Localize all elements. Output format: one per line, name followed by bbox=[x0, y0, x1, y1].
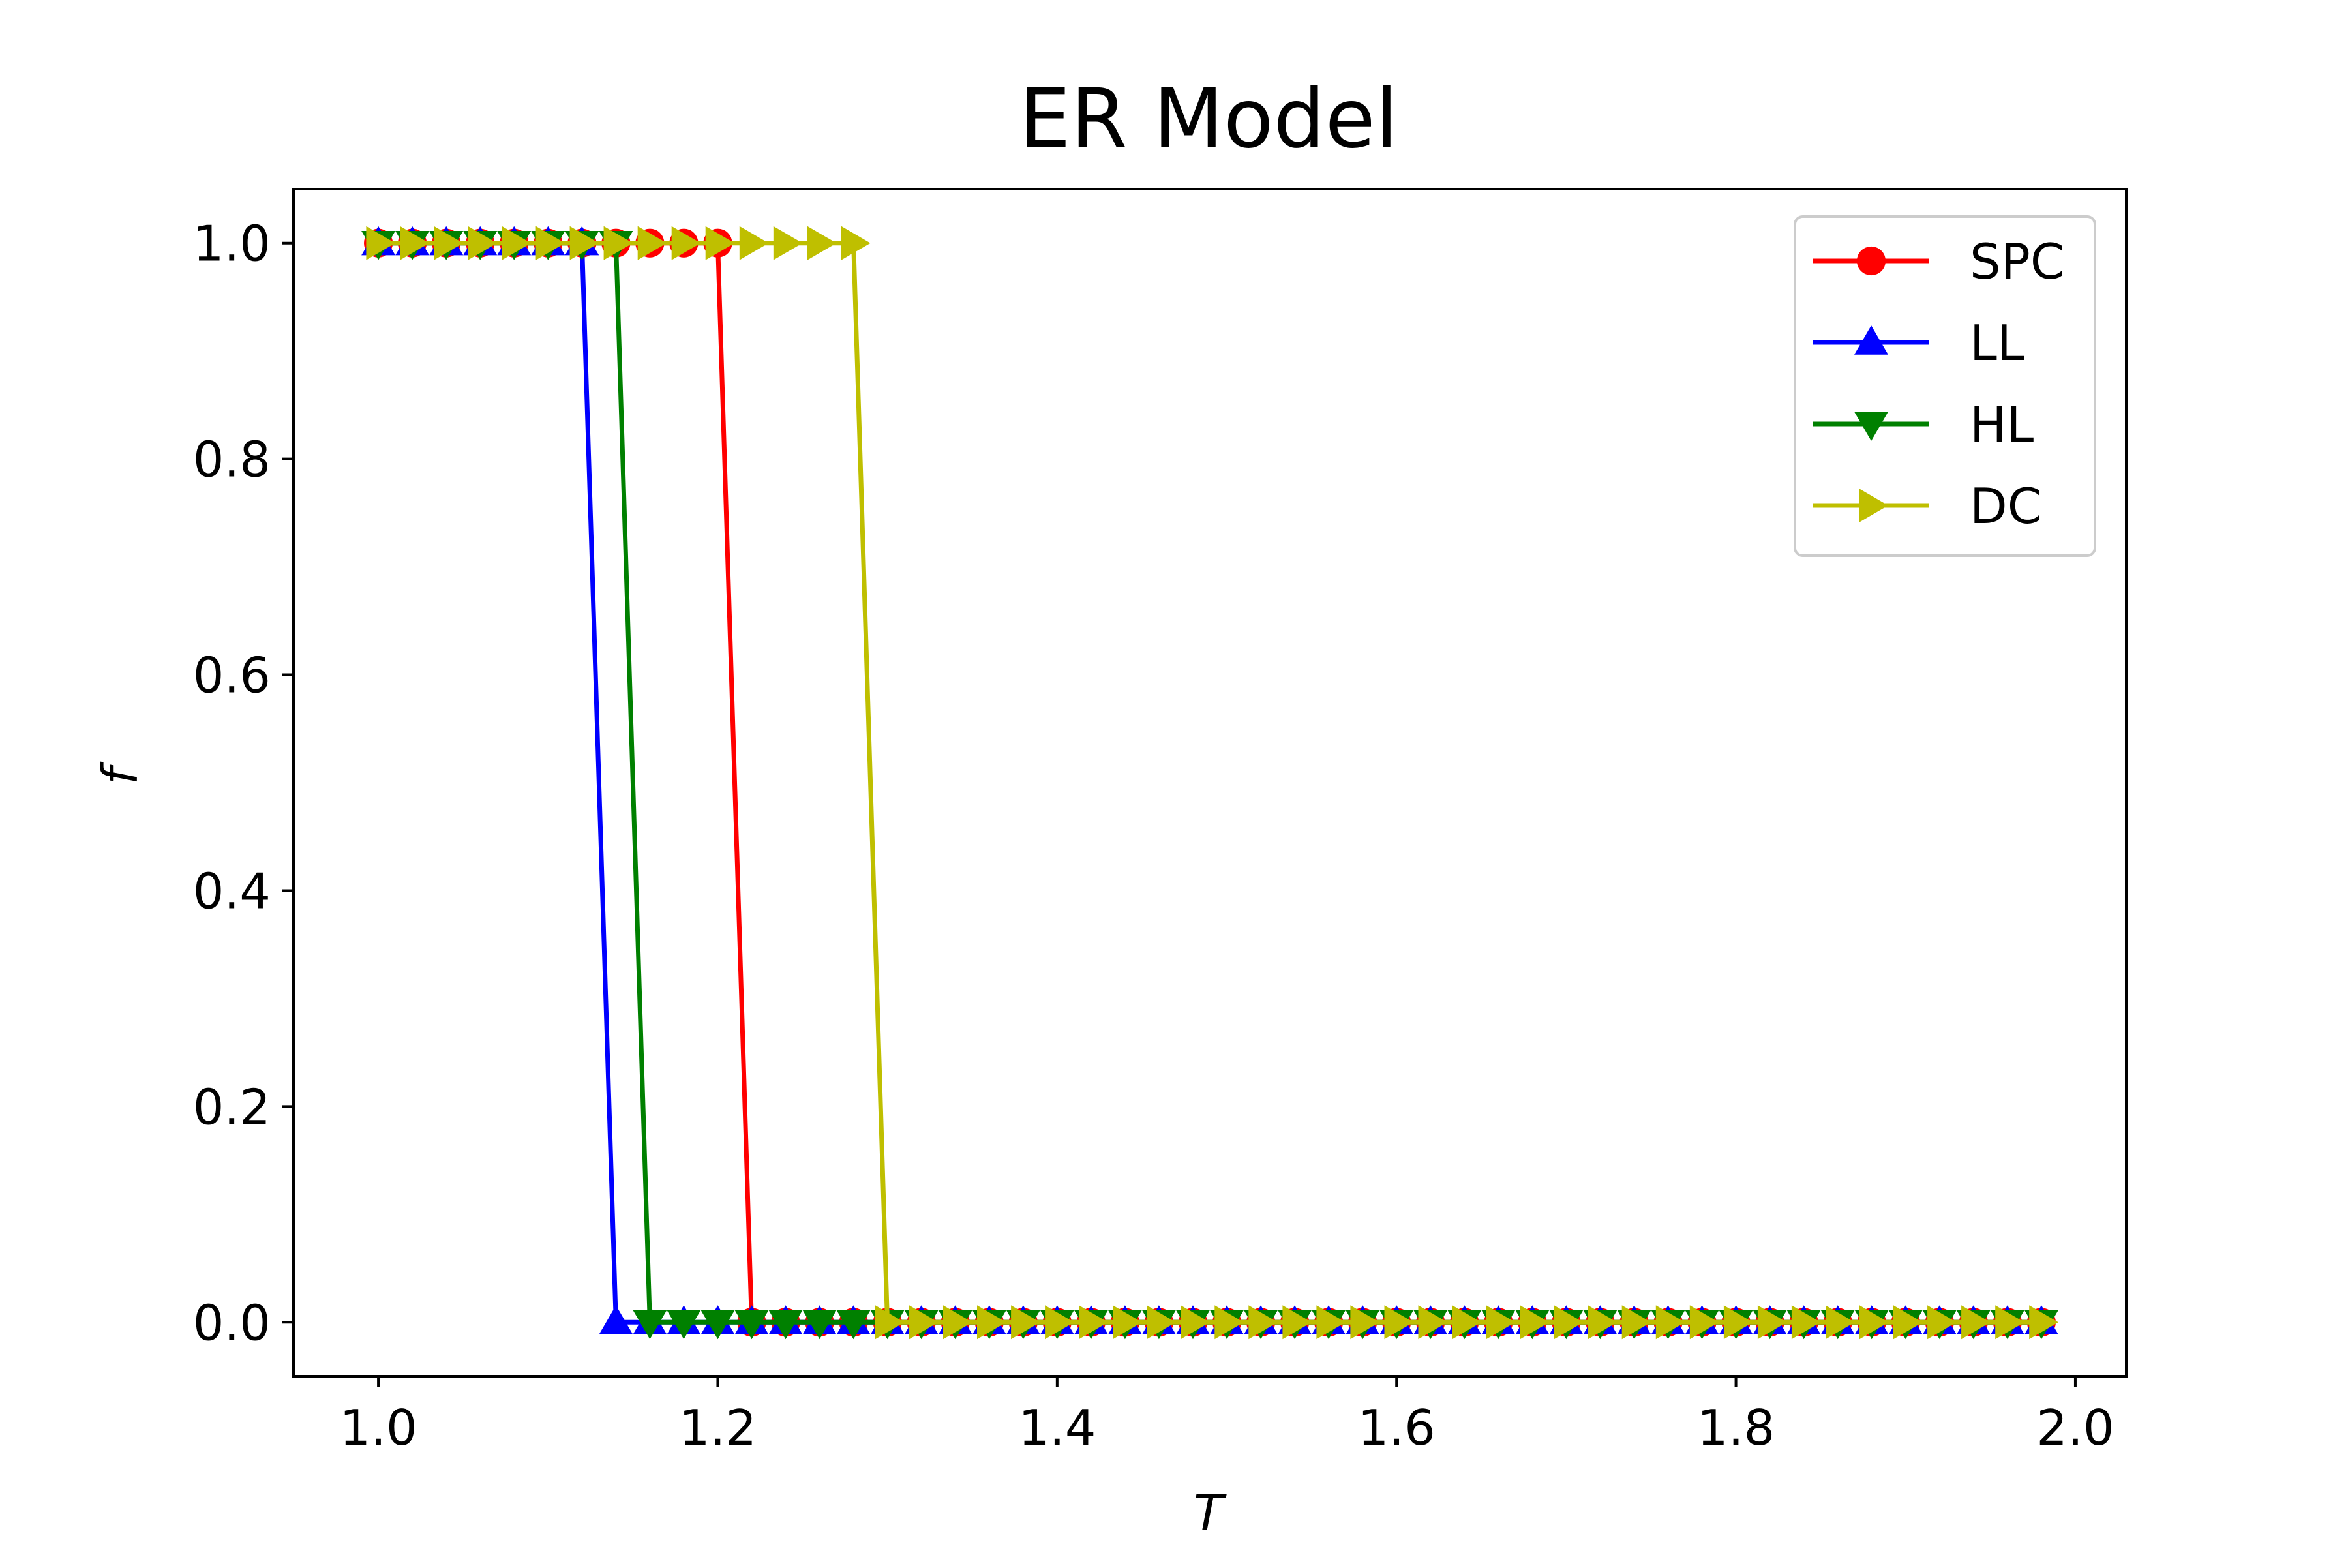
legend-label-hl: HL bbox=[1970, 396, 2034, 453]
data-point-dc bbox=[535, 226, 565, 260]
data-point-dc bbox=[1113, 1305, 1142, 1340]
data-point-dc bbox=[943, 1305, 972, 1340]
legend-label-ll: LL bbox=[1970, 314, 2024, 372]
data-point-dc bbox=[1248, 1305, 1278, 1340]
y-tick-label: 0.4 bbox=[193, 862, 271, 920]
data-point-dc bbox=[1689, 1305, 1719, 1340]
data-point-hl bbox=[802, 1310, 837, 1340]
data-point-dc bbox=[434, 226, 464, 260]
data-point-dc bbox=[739, 226, 769, 260]
data-point-dc bbox=[1316, 1305, 1346, 1340]
data-point-dc bbox=[366, 226, 396, 260]
data-point-dc bbox=[1588, 1305, 1618, 1340]
data-point-dc bbox=[1147, 1305, 1176, 1340]
data-point-dc bbox=[1621, 1305, 1651, 1340]
x-tick-label: 1.6 bbox=[1358, 1399, 1436, 1456]
chart-title: ER Model bbox=[1019, 72, 1398, 166]
data-point-dc bbox=[1282, 1305, 1312, 1340]
data-point-dc bbox=[1927, 1305, 1957, 1340]
legend-marker-ll bbox=[1854, 325, 1888, 355]
plot-frame bbox=[292, 188, 2128, 1378]
data-point-dc bbox=[1214, 1305, 1244, 1340]
data-point-dc bbox=[909, 1305, 939, 1340]
data-point-dc bbox=[841, 226, 871, 260]
legend-item-hl: HL bbox=[1813, 396, 2034, 453]
legend-marker-hl bbox=[1854, 412, 1888, 441]
x-tick-label: 1.8 bbox=[1697, 1399, 1775, 1456]
data-point-ll bbox=[599, 1305, 633, 1334]
x-tick-label: 2.0 bbox=[2036, 1399, 2114, 1456]
legend-item-ll: LL bbox=[1813, 314, 2024, 372]
data-point-dc bbox=[1045, 1305, 1074, 1340]
legend-item-dc: DC bbox=[1813, 477, 2041, 535]
data-point-dc bbox=[468, 226, 498, 260]
y-tick-label: 0.2 bbox=[193, 1078, 271, 1136]
data-point-dc bbox=[977, 1305, 1006, 1340]
data-point-dc bbox=[1350, 1305, 1380, 1340]
data-point-dc bbox=[400, 226, 430, 260]
data-point-dc bbox=[1655, 1305, 1685, 1340]
data-point-dc bbox=[1995, 1305, 2024, 1340]
data-point-hl bbox=[633, 1310, 667, 1340]
data-point-dc bbox=[1554, 1305, 1584, 1340]
data-point-hl bbox=[836, 1310, 871, 1340]
data-point-hl bbox=[768, 1310, 803, 1340]
y-tick-label: 0.8 bbox=[193, 431, 271, 489]
data-point-dc bbox=[1418, 1305, 1448, 1340]
plot-layer bbox=[361, 226, 2058, 1340]
legend-marker-dc bbox=[1859, 489, 1888, 522]
legend-marker-spc bbox=[1856, 246, 1886, 276]
data-point-dc bbox=[1011, 1305, 1040, 1340]
data-point-dc bbox=[603, 226, 633, 260]
legend-label-spc: SPC bbox=[1970, 233, 2064, 290]
data-point-hl bbox=[667, 1310, 701, 1340]
data-point-dc bbox=[1791, 1305, 1821, 1340]
y-tick-label: 0.6 bbox=[193, 647, 271, 704]
x-axis-label: T bbox=[1194, 1484, 1227, 1541]
data-point-dc bbox=[1079, 1305, 1108, 1340]
data-point-dc bbox=[1757, 1305, 1787, 1340]
data-point-dc bbox=[1181, 1305, 1210, 1340]
data-point-dc bbox=[1384, 1305, 1414, 1340]
legend: SPC LL HL DC bbox=[1794, 215, 2096, 557]
data-point-dc bbox=[1826, 1305, 1855, 1340]
data-point-dc bbox=[773, 226, 803, 260]
data-point-dc bbox=[1723, 1305, 1753, 1340]
y-tick-label: 1.0 bbox=[193, 215, 271, 273]
data-point-dc bbox=[1893, 1305, 1923, 1340]
data-point-dc bbox=[807, 226, 837, 260]
data-point-hl bbox=[734, 1310, 769, 1340]
data-point-dc bbox=[502, 226, 532, 260]
data-point-hl bbox=[700, 1310, 735, 1340]
data-point-dc bbox=[1859, 1305, 1889, 1340]
y-tick-label: 0.0 bbox=[193, 1294, 271, 1351]
data-point-dc bbox=[671, 226, 701, 260]
x-tick-label: 1.4 bbox=[1018, 1399, 1096, 1456]
series-dc bbox=[366, 226, 2058, 1340]
data-point-dc bbox=[637, 226, 667, 260]
data-point-dc bbox=[1452, 1305, 1482, 1340]
data-point-dc bbox=[705, 226, 735, 260]
data-point-dc bbox=[1961, 1305, 1991, 1340]
legend-item-spc: SPC bbox=[1813, 233, 2064, 290]
data-point-dc bbox=[1520, 1305, 1550, 1340]
legend-label-dc: DC bbox=[1970, 477, 2041, 535]
data-point-dc bbox=[2029, 1305, 2058, 1340]
data-point-dc bbox=[569, 226, 599, 260]
x-tick-label: 1.2 bbox=[679, 1399, 757, 1456]
data-point-dc bbox=[875, 1305, 905, 1340]
x-tick-label: 1.0 bbox=[339, 1399, 417, 1456]
data-point-dc bbox=[1486, 1305, 1516, 1340]
axis-layer: 1.0 1.2 1.4 1.6 1.8 2.0 0.0 0.2 0.4 0.6 0.8 1.0 bbox=[193, 215, 2115, 1456]
legend-frame bbox=[1794, 215, 2096, 557]
